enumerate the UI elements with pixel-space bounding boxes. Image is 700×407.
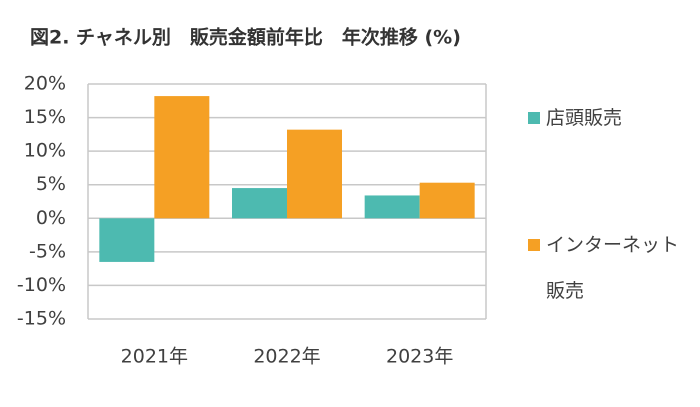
y-tick-label: 0% [36, 207, 66, 229]
legend-item: 店頭販売 [528, 95, 682, 141]
y-tick-label: 20% [24, 73, 66, 95]
legend-swatch [528, 239, 540, 251]
y-tick-label: -10% [17, 274, 66, 296]
legend-label: 店頭販売 [546, 107, 623, 129]
y-tick-label: 10% [24, 140, 66, 162]
bar [99, 218, 155, 262]
bar [419, 182, 475, 219]
chart-title: 図2. チャネル別 販売金額前年比 年次推移 (%) [30, 26, 461, 49]
legend-swatch [528, 112, 540, 124]
legend-label: インターネット販売 [546, 234, 680, 302]
bar [287, 129, 342, 219]
y-tick-label: 5% [36, 173, 66, 195]
x-tick-label: 2021年 [121, 346, 188, 368]
legend-item: インターネット販売 [528, 222, 682, 314]
y-tick-label: 15% [24, 106, 66, 128]
x-tick-label: 2023年 [386, 346, 453, 368]
x-tick-label: 2022年 [253, 346, 320, 368]
bar [232, 188, 287, 219]
bar [154, 96, 210, 219]
bar [364, 195, 420, 219]
y-tick-label: -15% [17, 308, 66, 330]
y-tick-label: -5% [29, 240, 66, 262]
